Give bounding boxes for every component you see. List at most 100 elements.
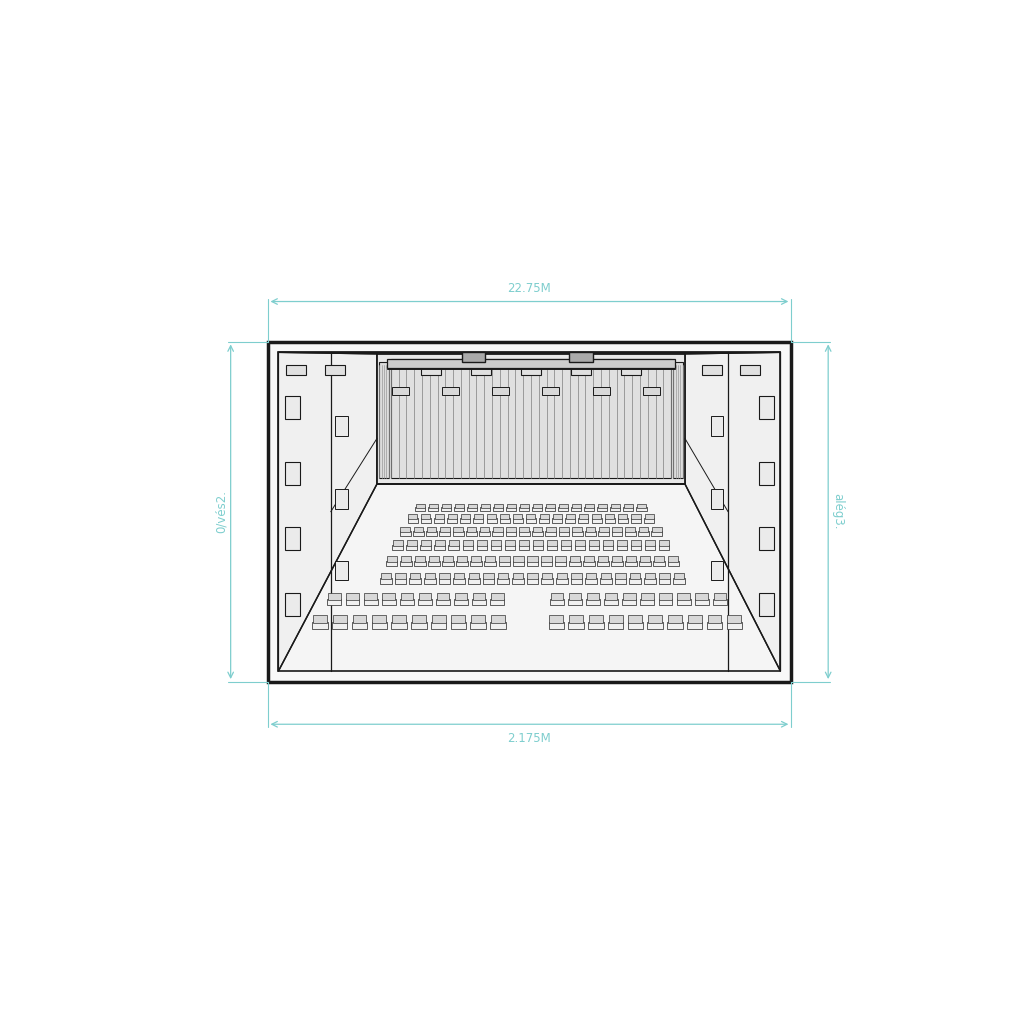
Bar: [519, 541, 528, 546]
Bar: [658, 545, 670, 550]
Bar: [411, 622, 427, 629]
Bar: [468, 579, 479, 584]
Bar: [372, 622, 387, 629]
Bar: [759, 462, 774, 484]
Bar: [439, 531, 451, 536]
Bar: [414, 561, 426, 566]
Bar: [593, 387, 610, 395]
Bar: [598, 556, 608, 562]
Bar: [426, 531, 437, 536]
Bar: [597, 507, 607, 511]
Bar: [518, 545, 529, 550]
Bar: [565, 518, 575, 522]
Bar: [418, 599, 432, 605]
Bar: [410, 572, 421, 580]
Bar: [285, 462, 300, 484]
Bar: [616, 545, 628, 550]
Bar: [413, 531, 424, 536]
Bar: [419, 593, 431, 599]
Bar: [586, 579, 597, 584]
Bar: [592, 514, 601, 519]
Bar: [451, 622, 466, 629]
Bar: [412, 615, 426, 623]
Bar: [454, 572, 464, 580]
Bar: [628, 622, 643, 629]
Bar: [437, 593, 450, 599]
Bar: [713, 599, 727, 605]
Bar: [611, 556, 623, 562]
Bar: [569, 556, 580, 562]
Bar: [617, 518, 628, 522]
Bar: [586, 526, 595, 531]
Bar: [604, 599, 618, 605]
Bar: [624, 507, 634, 511]
Bar: [481, 504, 489, 508]
Bar: [379, 361, 388, 478]
Bar: [391, 387, 409, 395]
Bar: [630, 579, 641, 584]
Bar: [393, 541, 402, 546]
Bar: [546, 507, 555, 511]
Bar: [513, 561, 524, 566]
Bar: [435, 541, 444, 546]
Bar: [605, 518, 614, 522]
Bar: [461, 518, 470, 522]
Bar: [572, 504, 581, 508]
Bar: [499, 556, 510, 562]
Bar: [759, 527, 774, 550]
Bar: [428, 507, 438, 511]
Bar: [532, 507, 543, 511]
Bar: [631, 545, 641, 550]
Bar: [471, 615, 485, 623]
Bar: [740, 366, 761, 375]
Bar: [597, 561, 608, 566]
Bar: [498, 572, 508, 580]
Bar: [550, 599, 564, 605]
Bar: [527, 556, 538, 562]
Bar: [466, 531, 477, 536]
Bar: [286, 366, 306, 375]
Bar: [470, 561, 482, 566]
Bar: [352, 615, 367, 623]
Bar: [470, 622, 485, 629]
Bar: [611, 561, 623, 566]
Bar: [659, 541, 669, 546]
Bar: [542, 572, 552, 580]
Bar: [588, 622, 603, 629]
Bar: [695, 593, 708, 599]
Bar: [336, 416, 348, 435]
Bar: [583, 561, 595, 566]
Bar: [566, 514, 574, 519]
Bar: [651, 531, 663, 536]
Bar: [637, 504, 646, 508]
Bar: [392, 615, 406, 623]
Bar: [452, 615, 465, 623]
Bar: [473, 518, 483, 522]
Bar: [711, 489, 724, 509]
Bar: [561, 541, 570, 546]
Bar: [552, 518, 562, 522]
Bar: [644, 579, 655, 584]
Bar: [579, 518, 589, 522]
Bar: [285, 593, 300, 615]
Bar: [500, 518, 510, 522]
Bar: [267, 342, 792, 682]
Bar: [572, 531, 583, 536]
Bar: [505, 545, 515, 550]
Bar: [546, 504, 555, 508]
Bar: [462, 351, 484, 362]
Bar: [668, 561, 679, 566]
Bar: [487, 514, 496, 519]
Bar: [527, 572, 538, 580]
Bar: [493, 526, 503, 531]
Bar: [383, 593, 395, 599]
Bar: [490, 599, 504, 605]
Bar: [638, 531, 649, 536]
Bar: [701, 366, 722, 375]
Bar: [409, 514, 418, 519]
Bar: [603, 545, 613, 550]
Bar: [551, 593, 563, 599]
Bar: [645, 514, 653, 519]
Bar: [555, 556, 566, 562]
Bar: [557, 572, 567, 580]
